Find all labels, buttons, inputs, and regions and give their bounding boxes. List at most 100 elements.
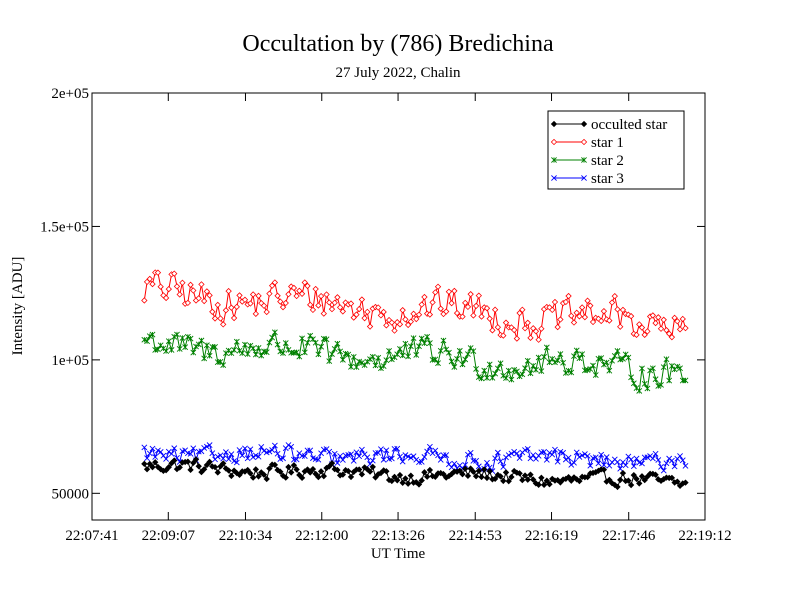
data-point (315, 302, 322, 309)
data-point (405, 353, 412, 360)
data-point (378, 446, 384, 453)
data-point (538, 474, 545, 481)
data-point (298, 290, 306, 297)
data-point (676, 326, 684, 333)
data-point (589, 318, 597, 326)
data-point (641, 331, 648, 338)
data-point (397, 453, 403, 460)
data-point (366, 468, 374, 475)
data-point (146, 275, 153, 283)
data-point (233, 469, 240, 477)
data-point (190, 445, 197, 452)
data-point (326, 358, 333, 365)
data-point (269, 334, 276, 341)
data-point (633, 455, 640, 462)
data-point (546, 481, 553, 488)
data-point (437, 456, 444, 463)
data-point (611, 353, 618, 359)
data-point (407, 343, 414, 350)
data-point (682, 324, 689, 332)
data-point (388, 477, 395, 485)
data-point (165, 463, 172, 471)
data-point (266, 448, 273, 455)
data-point (242, 445, 248, 452)
data-point (674, 318, 681, 325)
x-tick-label: 22:14:53 (449, 528, 502, 544)
data-point (432, 447, 439, 454)
data-point (508, 450, 515, 457)
data-point (350, 353, 357, 360)
data-point (288, 283, 295, 290)
data-point (220, 362, 227, 369)
data-point (598, 317, 605, 325)
data-point (364, 454, 371, 461)
data-point (486, 467, 493, 475)
data-point (600, 466, 608, 473)
data-point (443, 452, 450, 458)
data-point (484, 459, 490, 466)
data-point (435, 452, 441, 459)
data-point (658, 381, 664, 388)
data-point (274, 341, 281, 348)
data-point (353, 364, 360, 370)
data-point (502, 319, 510, 326)
data-point (584, 452, 591, 459)
data-point (143, 466, 151, 473)
legend-label: star 3 (591, 171, 624, 187)
series-line (143, 271, 686, 342)
data-point (280, 455, 286, 462)
data-point (660, 316, 667, 323)
data-point (304, 339, 311, 346)
data-point (353, 311, 360, 318)
data-point (657, 325, 665, 332)
data-point (391, 327, 398, 334)
data-point (550, 138, 558, 146)
data-point (211, 315, 219, 322)
data-point (203, 461, 211, 469)
data-point (491, 306, 499, 313)
data-point (500, 463, 507, 470)
data-point (451, 364, 458, 370)
data-point (546, 359, 553, 366)
data-point (247, 446, 254, 453)
data-point (176, 346, 183, 352)
data-point (524, 445, 531, 452)
data-point (505, 477, 512, 485)
data-point (660, 467, 667, 474)
data-point (157, 283, 164, 290)
data-point (440, 452, 447, 459)
data-point (418, 458, 425, 465)
data-point (255, 345, 262, 351)
data-point (214, 469, 221, 476)
data-point (269, 447, 276, 453)
data-point (195, 463, 202, 470)
data-point (551, 175, 557, 181)
data-point (641, 380, 648, 387)
data-point (293, 466, 300, 473)
legend-label: star 1 (591, 135, 624, 151)
data-point (625, 311, 632, 318)
data-point (334, 460, 341, 466)
data-point (516, 455, 523, 462)
data-point (334, 340, 341, 347)
data-point (146, 333, 153, 340)
data-point (459, 361, 466, 368)
data-point (195, 295, 202, 302)
data-point (184, 299, 192, 307)
data-point (144, 338, 150, 345)
data-point (149, 464, 156, 471)
chart-subtitle: 27 July 2022, Chalin (335, 65, 461, 81)
data-point (165, 285, 172, 293)
data-point (198, 337, 205, 344)
data-point (388, 319, 395, 326)
data-point (320, 473, 327, 480)
data-point (212, 344, 218, 350)
data-point (163, 456, 170, 462)
data-point (345, 467, 352, 475)
data-point (540, 481, 548, 489)
data-point (551, 157, 557, 163)
data-point (448, 358, 455, 365)
data-point (402, 340, 409, 347)
data-point (326, 448, 333, 455)
data-point (475, 467, 482, 475)
